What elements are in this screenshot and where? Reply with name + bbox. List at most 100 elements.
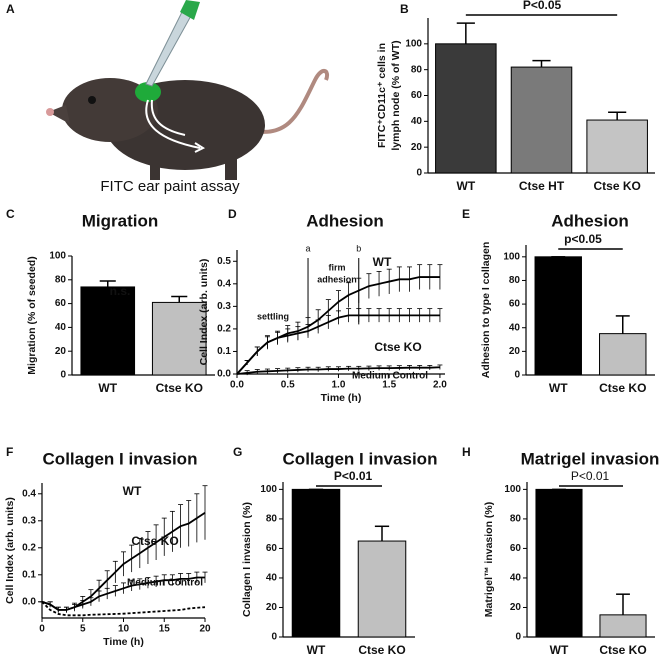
- y-tick-label: 0: [60, 370, 66, 381]
- significance-label: P<0.01: [571, 469, 610, 483]
- bar: [80, 286, 136, 376]
- y-tick-label: 0.3: [217, 301, 231, 312]
- chart-title: Matrigel invasion: [521, 449, 660, 468]
- x-tick-label: 1.5: [382, 380, 396, 391]
- y-tick-label: 40: [411, 116, 423, 127]
- x-tick-label: Ctse KO: [593, 179, 640, 193]
- y-tick-label: 40: [509, 322, 521, 333]
- x-tick-label: Ctse HT: [519, 179, 565, 193]
- annotation: firm: [328, 262, 345, 272]
- y-tick-label: 0: [514, 370, 520, 381]
- bar: [599, 333, 647, 376]
- y-tick-label: 80: [411, 64, 423, 75]
- bar: [534, 256, 582, 376]
- mouse-nose-tip: [46, 108, 54, 116]
- panel-label: D: [228, 207, 237, 221]
- y-tick-label: 20: [509, 346, 521, 357]
- y-axis-label: Adhesion to type I collagen: [480, 242, 492, 379]
- chart-title: Adhesion: [551, 211, 628, 230]
- x-axis-label: Time (h): [321, 392, 362, 404]
- pipette-tip: [180, 0, 200, 20]
- pipette: [145, 7, 193, 87]
- annotation: adhesion: [317, 274, 357, 284]
- bar: [599, 614, 647, 638]
- x-tick-label: WT: [98, 381, 117, 395]
- panel-label: B: [400, 2, 409, 16]
- x-tick-label: 0: [39, 624, 45, 635]
- drainage-arrow: [145, 99, 201, 149]
- y-tick-label: 20: [510, 602, 522, 613]
- y-tick-label: 60: [510, 543, 522, 554]
- mouse-tail: [249, 69, 329, 134]
- y-tick-label: 0.5: [217, 256, 231, 267]
- y-tick-label: 100: [260, 484, 277, 495]
- x-tick-label: 1.0: [332, 380, 346, 391]
- mouse-illustration: [46, 0, 329, 180]
- y-tick-label: 40: [266, 573, 278, 584]
- y-axis-label: FITC⁺CD11c⁺ cells in: [376, 43, 388, 148]
- x-tick-label: WT: [307, 643, 326, 657]
- x-tick-label: WT: [549, 381, 568, 395]
- x-tick-label: 0.0: [230, 380, 244, 391]
- chart-title: Migration: [82, 211, 159, 230]
- annotation: settling: [257, 311, 289, 321]
- y-tick-label: 60: [55, 298, 67, 309]
- bar: [510, 66, 573, 174]
- y-tick-label: 0.3: [22, 515, 36, 526]
- x-tick-label: 5: [80, 624, 86, 635]
- y-axis-label: Migration (% of seeded): [26, 256, 38, 374]
- y-tick-label: 0.4: [217, 278, 231, 289]
- x-tick-label: 20: [199, 624, 211, 635]
- series-label: WT: [123, 484, 142, 498]
- y-tick-label: 80: [509, 275, 521, 286]
- series-line: [41, 601, 206, 617]
- y-tick-label: 80: [55, 274, 67, 285]
- y-axis-label: Cell Index (arb. units): [4, 497, 16, 604]
- panel-label: C: [6, 207, 15, 221]
- y-tick-label: 60: [509, 299, 521, 310]
- y-tick-label: 0: [515, 632, 521, 643]
- panel-label: G: [233, 445, 242, 459]
- x-tick-label: Ctse KO: [599, 643, 646, 657]
- y-axis-label: lymph node (% of WT): [390, 40, 402, 150]
- panel-label: A: [6, 2, 15, 16]
- y-tick-label: 0.2: [22, 542, 36, 553]
- y-tick-label: 60: [411, 90, 423, 101]
- series-label: Medium Control: [127, 578, 203, 589]
- y-tick-label: 20: [266, 602, 278, 613]
- x-tick-label: 0.5: [281, 380, 295, 391]
- y-tick-label: 80: [266, 514, 278, 525]
- series-label: WT: [373, 255, 392, 269]
- ear-paint: [135, 82, 161, 102]
- caption: FITC ear paint assay: [100, 178, 240, 195]
- phase-marker-label: a: [306, 243, 311, 253]
- x-tick-label: Ctse KO: [599, 381, 646, 395]
- x-tick-label: 2.0: [433, 380, 447, 391]
- panel-label: F: [6, 445, 13, 459]
- y-tick-label: 0.1: [217, 346, 231, 357]
- y-tick-label: 100: [405, 38, 422, 49]
- mouse-nose: [48, 105, 70, 124]
- series-label: Medium Control: [352, 371, 428, 382]
- chart-title: Collagen I invasion: [283, 449, 438, 468]
- significance-label: P<0.05: [523, 0, 562, 12]
- y-tick-label: 20: [411, 142, 423, 153]
- y-tick-label: 60: [266, 543, 278, 554]
- series-label: Ctse KO: [131, 534, 178, 548]
- y-tick-label: 80: [510, 514, 522, 525]
- mouse-leg: [150, 160, 160, 180]
- drainage-arrow-head: [194, 142, 206, 153]
- x-tick-label: Ctse KO: [358, 643, 405, 657]
- x-tick-label: WT: [457, 179, 476, 193]
- y-tick-label: 0.4: [22, 488, 36, 499]
- chart-title: Adhesion: [306, 211, 383, 230]
- bar: [535, 488, 583, 638]
- bar: [291, 488, 341, 638]
- chart-title: Collagen I invasion: [43, 449, 198, 468]
- y-axis-label: Matrigel™ invasion (%): [483, 502, 495, 618]
- drainage-arrow: [150, 99, 186, 136]
- y-tick-label: 100: [503, 251, 520, 262]
- y-tick-label: 0.1: [22, 569, 36, 580]
- bar: [435, 43, 497, 174]
